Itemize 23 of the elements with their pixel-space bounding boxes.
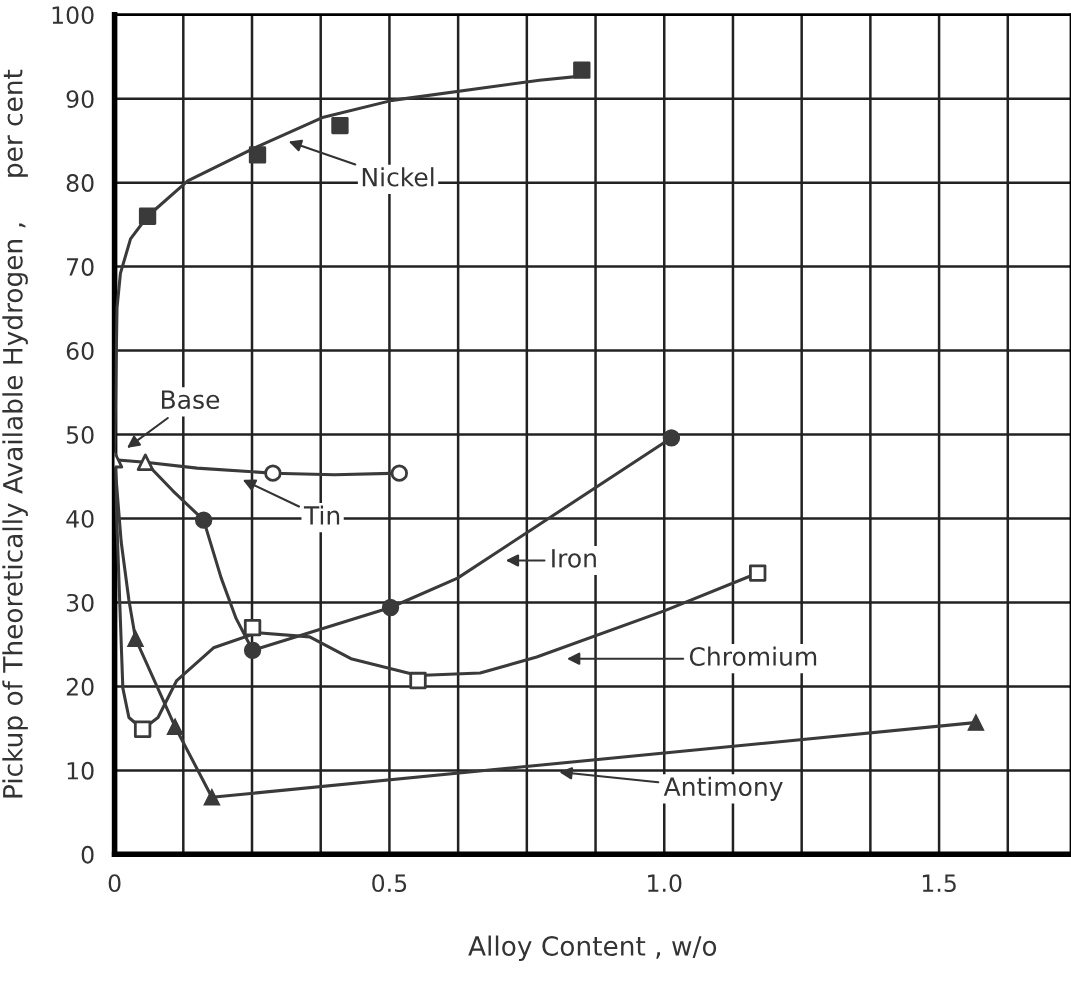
y-tick-label: 20 [66,677,94,696]
y-tick-label: 100 [52,6,94,25]
y-tick-label: 80 [66,174,94,192]
annotation: Chromium [689,646,817,666]
x-tick-label: 0.5 [372,874,407,893]
y-axis-title: Pickup of Theoretically Available Hydrogen , per cent [2,69,28,798]
x-tick-label: 1.5 [922,874,956,893]
y-tick-label: 30 [66,593,94,612]
y-tick-label: 0 [81,845,94,864]
x-tick-label: 0 [108,874,121,893]
y-tick-label: 40 [66,509,94,528]
x-axis-title: Alloy Content , w/o [468,935,717,962]
y-tick-label: 10 [67,761,94,780]
annotation: Iron [552,549,596,568]
y-tick-label: 50 [66,425,94,444]
y-tick-label: 90 [66,90,94,108]
y-tick-label: 70 [67,258,94,276]
x-tick-label: 1.0 [648,874,682,893]
annotation: Nickel [362,167,434,187]
y-tick-label: 60 [66,342,94,360]
annotation: Base [162,390,220,410]
annotation: Tin [303,505,340,525]
annotation: Antimony [663,776,783,801]
